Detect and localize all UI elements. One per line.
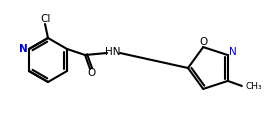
Text: O: O [87,68,95,78]
Text: Cl: Cl [41,14,51,24]
Text: N: N [18,44,27,54]
Text: O: O [199,37,207,47]
Text: HN: HN [105,47,121,57]
Text: CH₃: CH₃ [246,82,262,91]
Text: N: N [229,47,237,57]
